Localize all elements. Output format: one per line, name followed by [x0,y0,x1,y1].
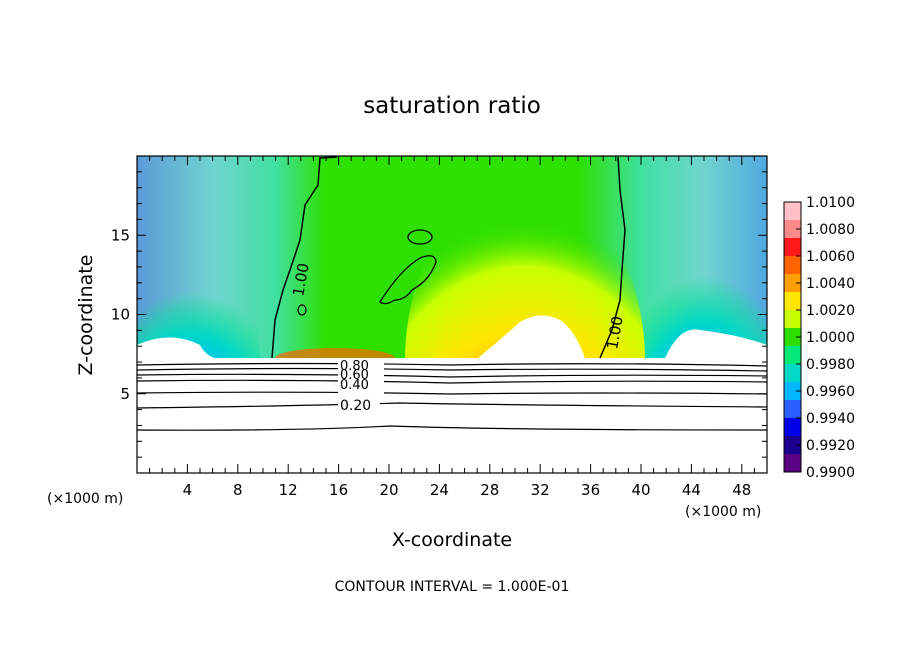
y-tick-label: 10 [111,306,130,324]
colorbar-tick-label: 1.0060 [806,249,855,265]
colorbar-segment [784,256,801,275]
colorbar-segment [784,400,801,419]
colorbar-segment [784,436,801,455]
x-tick-label: 12 [279,481,298,499]
y-axis-label: Z-coordinate [75,255,97,376]
colorbar-segment [784,202,801,221]
colorbar-tick-label: 1.0020 [806,303,855,319]
colorbar-tick-label: 0.9920 [806,438,855,454]
colorbar-segment [784,418,801,437]
x-tick-label: 44 [682,481,701,499]
colorbar-segment [784,346,801,365]
y-tick-label: 5 [120,385,130,403]
x-tick-label: 8 [233,481,243,499]
x-tick-label: 36 [581,481,600,499]
colorbar: 1.0100 1.0080 1.0060 1.0040 1.0020 1.0000 0.99… [783,195,855,481]
colorbar-segment [784,238,801,257]
colorbar-segment [784,310,801,329]
colorbar-segment [784,328,801,347]
contour-label: 1.00 [603,315,627,351]
y-axis: 5 10 15 [111,171,767,458]
colorbar-tick-label: 1.0040 [806,276,855,292]
colorbar-tick-label: 1.0080 [806,222,855,238]
contour-label: 1.00 [289,262,313,298]
x-tick-label: 4 [183,481,193,499]
heatmap-field [137,156,767,473]
x-tick-label: 32 [531,481,550,499]
x-tick-label: 20 [379,481,398,499]
colorbar-tick-label: 0.9960 [806,384,855,400]
contour-label: 0.60 [340,368,369,383]
contour-label: 0.20 [340,398,371,414]
x-unit-left: (×1000 m) [47,491,123,507]
x-tick-label: 40 [631,481,650,499]
colorbar-segment [784,292,801,311]
x-tick-label: 24 [430,481,449,499]
x-axis-label: X-coordinate [392,529,512,551]
x-tick-label: 16 [329,481,348,499]
colorbar-segment [784,274,801,293]
colorbar-segment [784,364,801,383]
x-axis: 4 8 12 16 20 24 28 32 36 40 44 48 [149,156,755,499]
colorbar-segment [784,382,801,401]
contour-label: 0.80 [340,359,369,374]
chart-title: saturation ratio [363,93,541,119]
colorbar-tick-label: 0.9940 [806,411,855,427]
subcloud-contours [137,362,767,431]
contour-labels: 1.00 1.00 0.80 0.60 0.40 0.20 [289,262,627,414]
footnote: CONTOUR INTERVAL = 1.000E-01 [335,579,570,595]
x-tick-label: 48 [732,481,751,499]
cloud-core-white [478,315,585,358]
x-unit-right: (×1000 m) [685,504,761,520]
contour-1.00-left [271,156,338,359]
colorbar-tick-label: 0.9980 [806,357,855,373]
contour-label: 0.40 [340,378,369,393]
colorbar-segment [784,220,801,239]
colorbar-tick-label: 0.9900 [806,465,855,481]
colorbar-segment [784,454,801,473]
colorbar-tick-label: 1.0100 [806,195,855,211]
x-tick-label: 28 [480,481,499,499]
colorbar-tick-label: 1.0000 [806,330,855,346]
contour-1.00-right [599,156,626,359]
y-tick-label: 15 [111,226,130,244]
